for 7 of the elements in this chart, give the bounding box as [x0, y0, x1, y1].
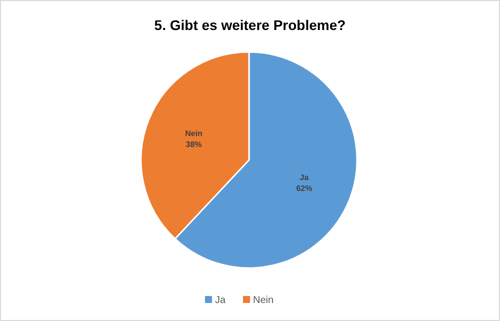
- slice-label: Ja: [300, 172, 310, 182]
- legend-label: Ja: [215, 295, 226, 306]
- data-label: 38%: [186, 140, 202, 150]
- legend-label: Nein: [253, 295, 274, 306]
- slice-label: Nein: [185, 129, 203, 138]
- data-label: 62%: [296, 184, 312, 193]
- chart-title: 5. Gibt es weitere Probleme?: [154, 17, 346, 33]
